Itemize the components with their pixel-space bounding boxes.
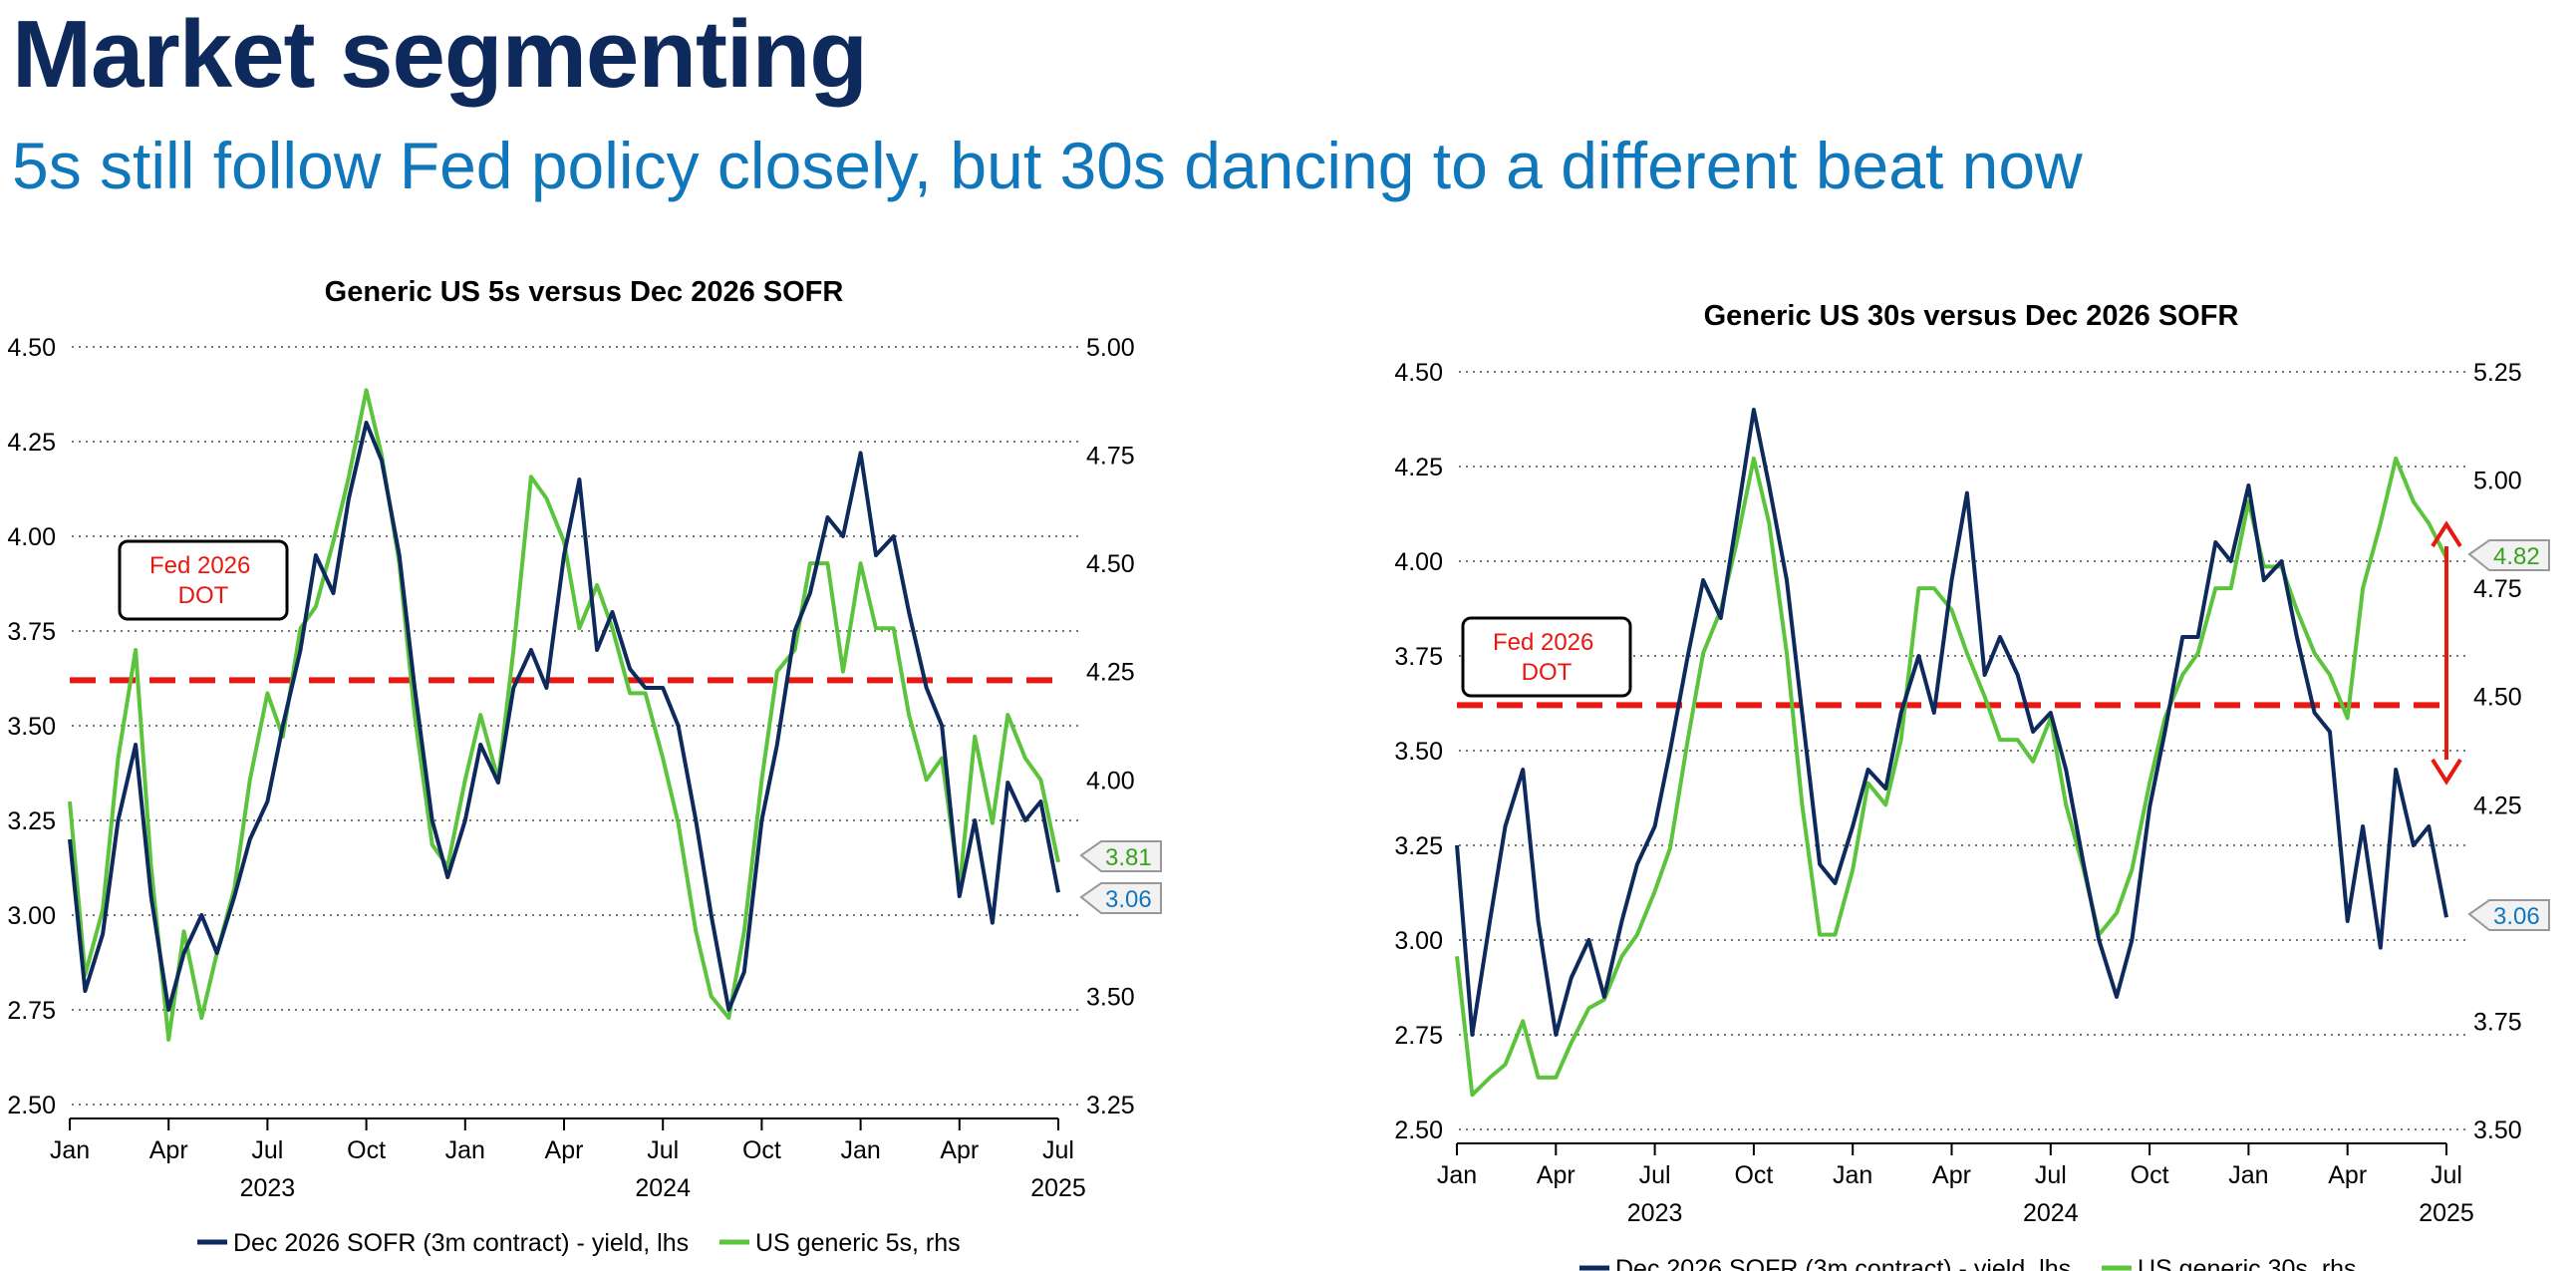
fed-dot-label: Fed 2026 DOT <box>149 552 257 609</box>
x-tick-label: Jan <box>1833 1161 1872 1189</box>
y-tick-right: 3.75 <box>2473 1008 2522 1036</box>
y-tick-left: 4.50 <box>7 334 56 362</box>
y-tick-right: 4.00 <box>1086 767 1135 794</box>
end-label-green: 4.82 <box>2467 539 2550 571</box>
x-tick-label: Apr <box>149 1136 188 1164</box>
x-year-label: 2023 <box>240 1174 296 1202</box>
end-label-navy: 3.06 <box>2467 899 2550 931</box>
legend: Dec 2026 SOFR (3m contract) - yield, lhs… <box>1579 1255 2357 1271</box>
y-tick-left: 2.75 <box>1394 1022 1443 1050</box>
legend-label-green: US generic 30s, rhs <box>2138 1255 2357 1271</box>
y-tick-left: 2.75 <box>7 997 56 1025</box>
y-tick-right: 5.25 <box>2473 359 2522 387</box>
fed-dot-box <box>118 539 289 621</box>
gap-arrow <box>2431 520 2462 786</box>
y-tick-left: 3.50 <box>1394 738 1443 766</box>
y-tick-right: 4.75 <box>1086 443 1135 471</box>
y-tick-left: 2.50 <box>7 1092 56 1119</box>
end-label-green-text: 3.81 <box>1105 844 1152 871</box>
x-tick-label: Apr <box>2328 1161 2367 1189</box>
x-year-label: 2024 <box>635 1174 691 1202</box>
chart-title: Generic US 5s versus Dec 2026 SOFR <box>325 276 844 308</box>
x-tick-label: Jul <box>2035 1161 2067 1189</box>
y-tick-right: 3.25 <box>1086 1092 1135 1119</box>
legend-label-navy: Dec 2026 SOFR (3m contract) - yield, lhs <box>1615 1255 2071 1271</box>
end-label-navy-text: 3.06 <box>2493 903 2540 930</box>
series-line-sofr <box>68 421 1060 1012</box>
y-tick-left: 4.25 <box>1394 454 1443 481</box>
y-tick-left: 3.50 <box>7 713 56 741</box>
y-tick-left: 3.25 <box>1394 832 1443 860</box>
x-tick-label: Apr <box>545 1136 584 1164</box>
x-year-label: 2025 <box>1030 1174 1086 1202</box>
y-tick-right: 4.50 <box>2473 684 2522 712</box>
fed-dot-box <box>1461 616 1632 698</box>
legend: Dec 2026 SOFR (3m contract) - yield, lhs… <box>197 1229 961 1257</box>
chart-title: Generic US 30s versus Dec 2026 SOFR <box>1704 300 2239 332</box>
x-tick-label: Jul <box>647 1136 679 1164</box>
series-line-sofr <box>1455 408 2448 1037</box>
fed-dot-label: Fed 2026 DOT <box>1493 629 1600 686</box>
y-tick-left: 3.25 <box>7 807 56 835</box>
x-tick-label: Jul <box>1042 1136 1074 1164</box>
y-tick-left: 3.75 <box>7 618 56 646</box>
end-label-green-text: 4.82 <box>2493 543 2540 570</box>
legend-label-green: US generic 5s, rhs <box>755 1229 961 1257</box>
page-title: Market segmenting <box>12 1 868 108</box>
y-tick-right: 4.25 <box>1086 659 1135 687</box>
y-tick-left: 4.50 <box>1394 359 1443 387</box>
series-line-generic <box>1455 456 2448 1098</box>
y-tick-right: 5.00 <box>1086 334 1135 362</box>
page-subtitle: 5s still follow Fed policy closely, but … <box>12 129 2083 202</box>
x-tick-label: Oct <box>347 1136 386 1164</box>
x-year-label: 2025 <box>2419 1199 2474 1227</box>
x-tick-label: Oct <box>742 1136 781 1164</box>
y-tick-left: 4.00 <box>7 523 56 551</box>
x-tick-label: Oct <box>2131 1161 2169 1189</box>
end-label-navy: 3.06 <box>1079 882 1162 914</box>
y-tick-left: 4.00 <box>1394 548 1443 576</box>
y-tick-left: 3.00 <box>7 902 56 930</box>
x-tick-label: Jul <box>1639 1161 1671 1189</box>
x-year-label: 2023 <box>1627 1199 1683 1227</box>
y-tick-left: 3.00 <box>1394 927 1443 955</box>
y-tick-right: 3.50 <box>2473 1116 2522 1144</box>
x-tick-label: Jan <box>50 1136 90 1164</box>
end-label-navy-text: 3.06 <box>1105 886 1152 913</box>
y-tick-right: 4.25 <box>2473 792 2522 819</box>
x-tick-label: Apr <box>940 1136 979 1164</box>
x-tick-label: Jul <box>2431 1161 2462 1189</box>
y-tick-left: 2.50 <box>1394 1116 1443 1144</box>
x-year-label: 2024 <box>2023 1199 2079 1227</box>
y-tick-right: 5.00 <box>2473 468 2522 495</box>
x-tick-label: Jan <box>840 1136 880 1164</box>
y-tick-right: 4.75 <box>2473 575 2522 603</box>
y-tick-right: 3.50 <box>1086 983 1135 1011</box>
x-tick-label: Jan <box>2228 1161 2268 1189</box>
series-line-generic <box>68 388 1060 1042</box>
y-tick-left: 3.75 <box>1394 643 1443 671</box>
x-tick-label: Oct <box>1734 1161 1773 1189</box>
y-tick-right: 4.50 <box>1086 550 1135 578</box>
x-tick-label: Jul <box>251 1136 283 1164</box>
x-tick-label: Jan <box>1437 1161 1477 1189</box>
end-label-green: 3.81 <box>1079 840 1162 872</box>
x-tick-label: Jan <box>445 1136 485 1164</box>
x-tick-label: Apr <box>1537 1161 1575 1189</box>
y-tick-left: 4.25 <box>7 429 56 457</box>
x-tick-label: Apr <box>1932 1161 1971 1189</box>
legend-label-navy: Dec 2026 SOFR (3m contract) - yield, lhs <box>233 1229 689 1257</box>
